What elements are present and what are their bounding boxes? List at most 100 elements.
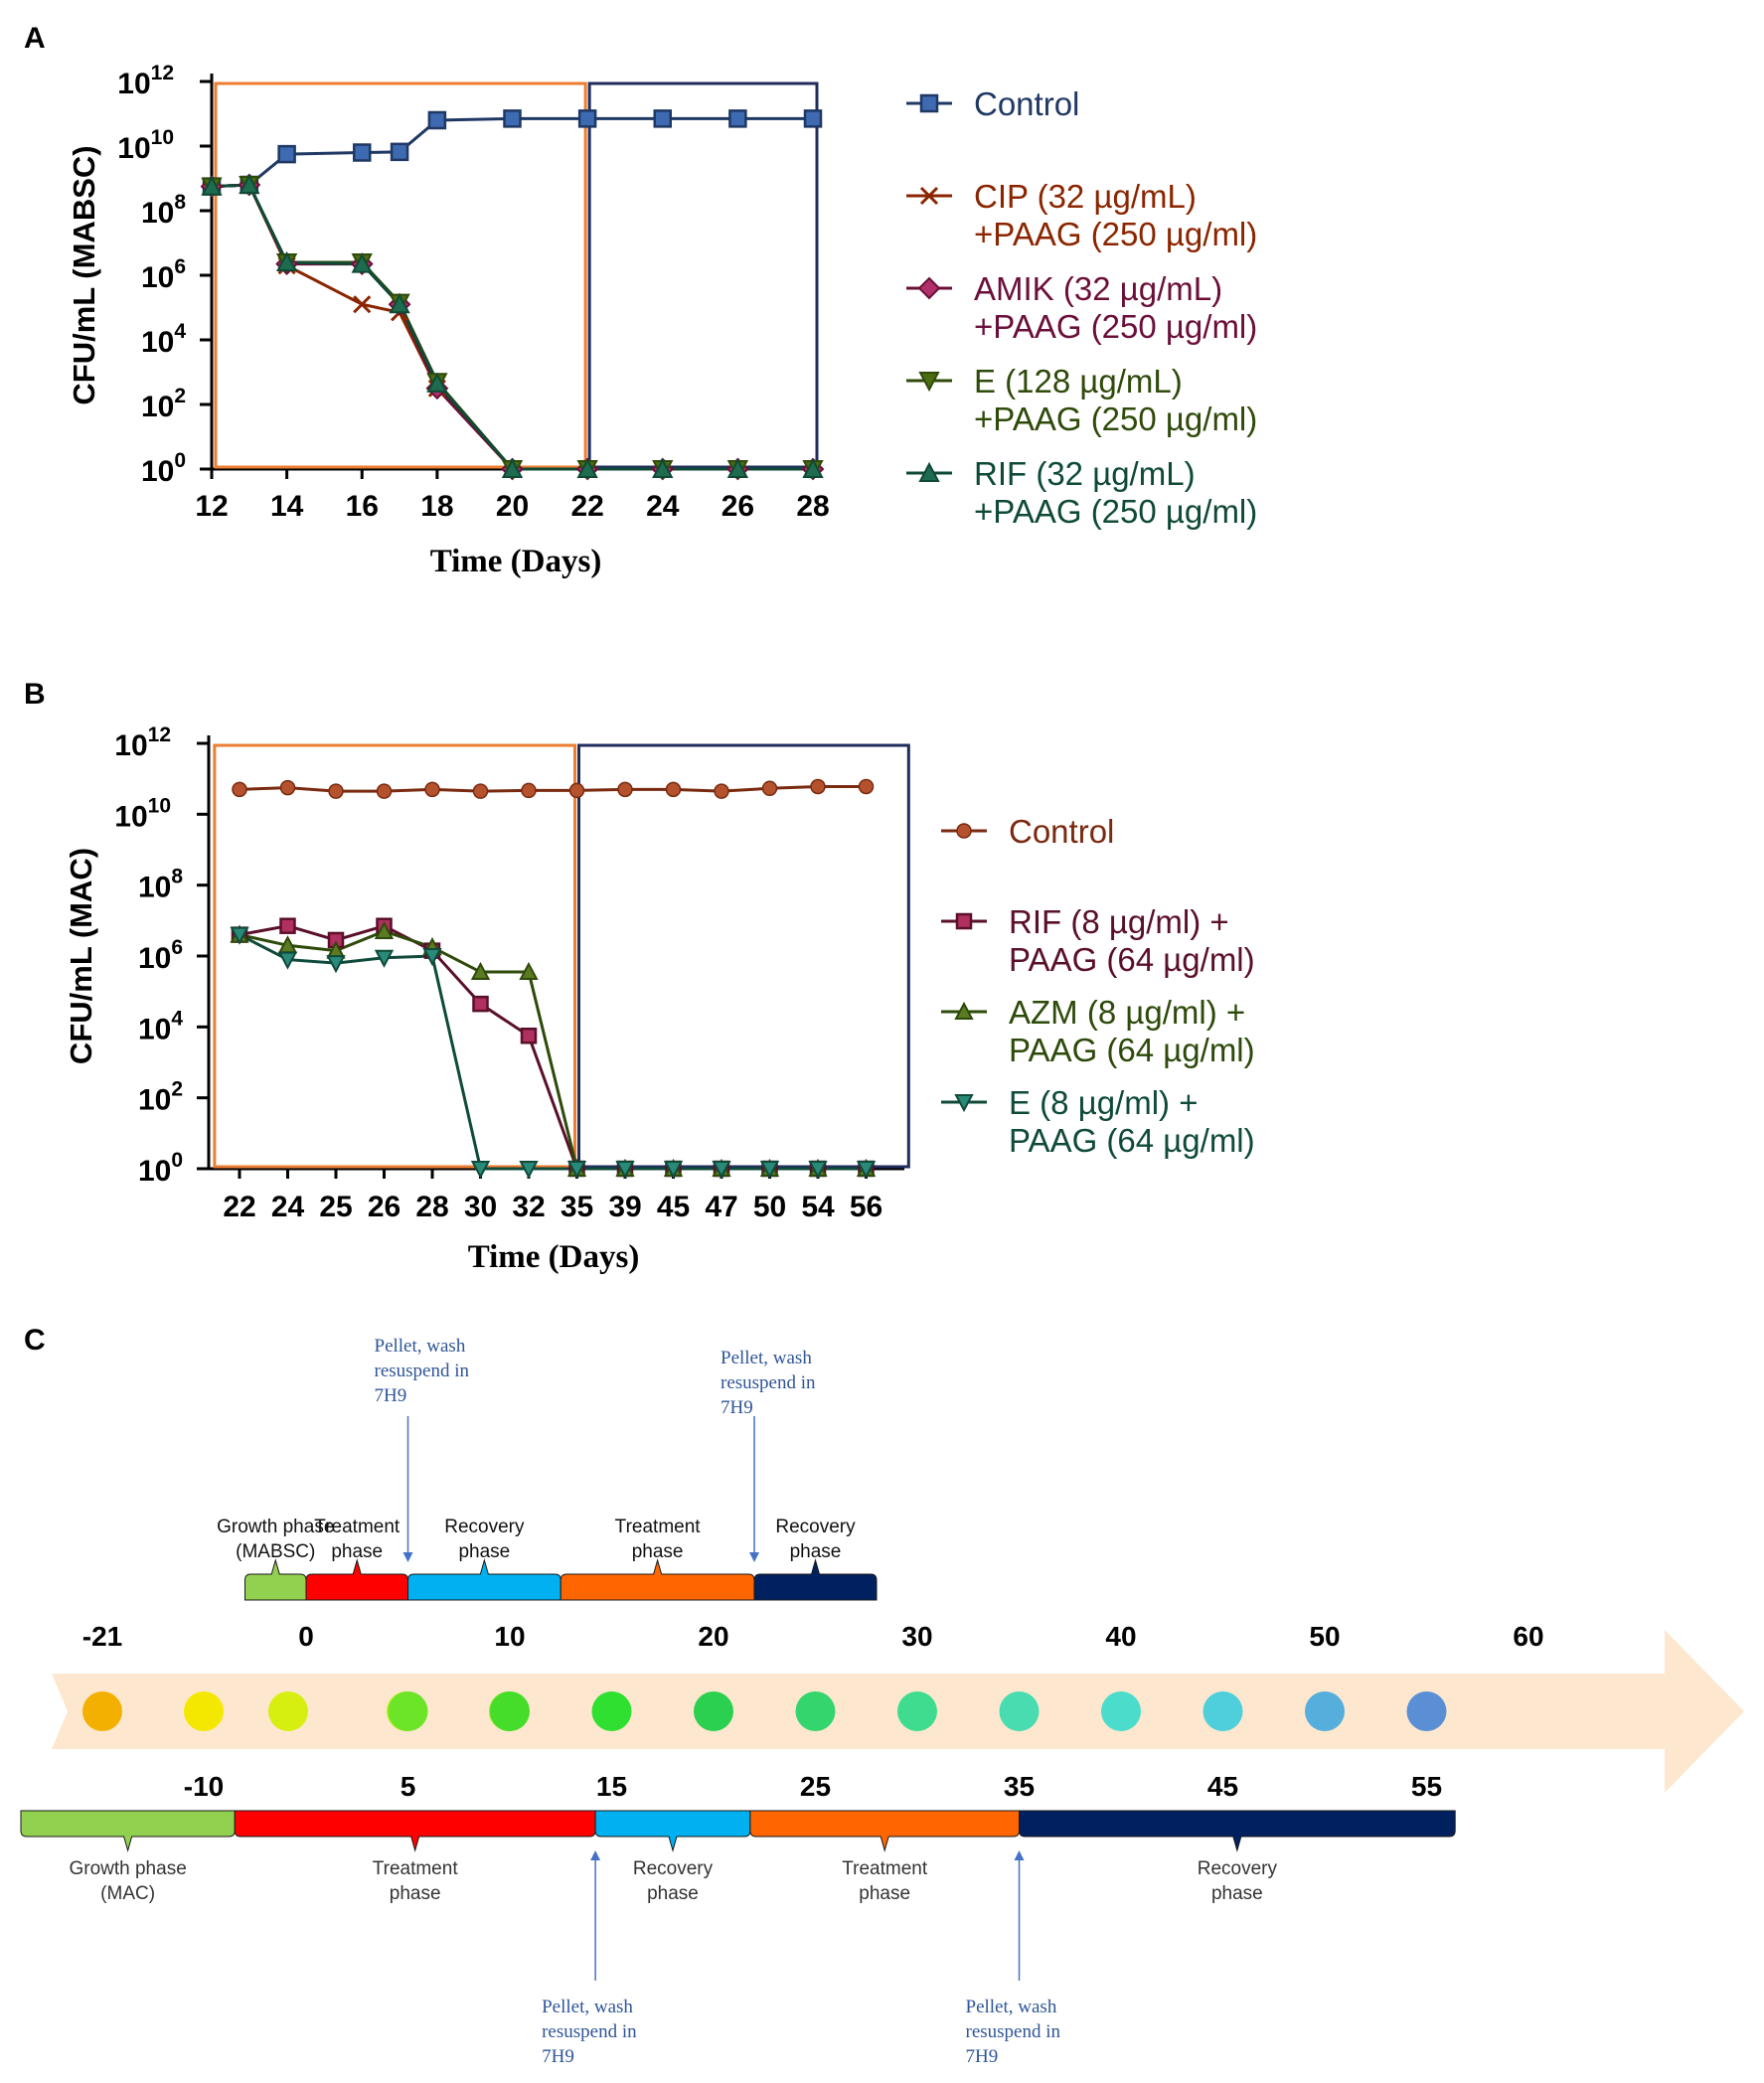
- mac-phase-label: phase: [647, 1883, 699, 1904]
- mac-phase-bar: [1020, 1811, 1456, 1850]
- y-axis-label: CFU/mL (MAC): [64, 848, 98, 1064]
- legend-label: E (128 µg/mL): [974, 363, 1183, 400]
- data-point: [860, 780, 874, 794]
- data-point: [655, 110, 671, 126]
- x-tick-label: 39: [608, 1191, 641, 1223]
- data-point: [763, 781, 777, 795]
- x-tick-label: 54: [801, 1191, 835, 1223]
- legend-label: PAAG (64 µg/ml): [1009, 1122, 1255, 1159]
- legend-label: +PAAG (250 µg/ml): [974, 493, 1257, 530]
- timeline-top-number: 50: [1309, 1621, 1340, 1652]
- timeline-top-number: -21: [82, 1621, 122, 1652]
- mabsc-phase-bar: [245, 1560, 307, 1600]
- legend-label: +PAAG (250 µg/ml): [974, 308, 1257, 345]
- annotation-text: 7H9: [721, 1397, 753, 1418]
- timeline-dot: [1101, 1691, 1141, 1731]
- x-tick-label: 22: [223, 1191, 255, 1223]
- annotation-text: resuspend in: [966, 2021, 1061, 2042]
- legend-label: PAAG (64 µg/ml): [1009, 941, 1255, 978]
- mac-phase-label: Recovery: [1198, 1858, 1278, 1879]
- annotation-text: Pellet, wash: [542, 1997, 633, 2017]
- y-tick-label: 106: [138, 936, 183, 975]
- mac-phase-label: (MAC): [100, 1883, 155, 1904]
- x-tick-label: 30: [464, 1191, 497, 1223]
- x-tick-label: 35: [561, 1191, 593, 1223]
- y-tick-label: 100: [138, 1149, 183, 1188]
- data-point: [579, 110, 595, 126]
- data-point: [281, 781, 295, 795]
- phase-box-recovery: [579, 745, 909, 1167]
- data-point: [378, 784, 392, 798]
- mac-phase-label: phase: [859, 1883, 910, 1904]
- mabsc-phase-label: Recovery: [444, 1517, 525, 1537]
- legend-label: +PAAG (250 µg/ml): [974, 216, 1257, 252]
- legend-marker: [919, 278, 939, 298]
- data-point: [811, 780, 825, 794]
- y-tick-label: 1010: [117, 126, 174, 165]
- timeline-top-number: 10: [494, 1621, 525, 1652]
- mac-phase-bar: [750, 1811, 1020, 1850]
- mabsc-phase-label: (MABSC): [236, 1541, 315, 1562]
- timeline-top-number: 0: [298, 1621, 314, 1652]
- timeline-top-number: 60: [1513, 1621, 1543, 1652]
- data-point: [715, 784, 728, 798]
- timeline-dot: [897, 1691, 937, 1731]
- data-point: [667, 782, 681, 796]
- timeline-top-number: 30: [901, 1621, 932, 1652]
- phase-box-recovery: [589, 83, 817, 467]
- mabsc-phase-label: Treatment: [615, 1517, 702, 1537]
- y-tick-label: 1012: [114, 723, 171, 762]
- mac-phase-label: Treatment: [842, 1858, 928, 1879]
- annotation-arrowhead: [590, 1850, 600, 1860]
- data-point: [522, 783, 536, 797]
- annotation-text: 7H9: [375, 1385, 407, 1406]
- mabsc-phase-label: phase: [632, 1541, 684, 1562]
- timeline-bottom-number: 5: [401, 1771, 416, 1802]
- annotation-text: Pellet, wash: [721, 1348, 812, 1368]
- timeline-top-number: 40: [1105, 1621, 1136, 1652]
- legend-label: RIF (32 µg/mL): [974, 455, 1196, 492]
- data-point: [474, 784, 488, 798]
- timeline-bottom-number: 45: [1207, 1771, 1238, 1802]
- x-tick-label: 16: [346, 490, 379, 523]
- y-tick-label: 106: [141, 255, 186, 294]
- mabsc-phase-bar: [561, 1560, 754, 1600]
- data-point: [805, 110, 821, 126]
- mabsc-phase-label: Treatment: [314, 1517, 401, 1537]
- annotation-text: Pellet, wash: [966, 1997, 1057, 2017]
- legend-marker: [921, 95, 937, 111]
- data-point: [279, 146, 295, 162]
- x-tick-label: 24: [271, 1191, 305, 1223]
- annotation-arrowhead: [403, 1552, 413, 1562]
- figure: A B C 10010210410610810101012CFU/mL (MAB…: [0, 0, 1764, 2083]
- timeline-dot: [490, 1691, 530, 1731]
- y-tick-label: 100: [141, 449, 186, 488]
- mac-phase-label: Growth phase: [69, 1858, 186, 1879]
- annotation-text: resuspend in: [542, 2021, 637, 2042]
- y-tick-label: 104: [141, 320, 186, 359]
- timeline-dot: [1305, 1691, 1345, 1731]
- timeline-dot: [796, 1691, 836, 1731]
- legend-label: CIP (32 µg/mL): [974, 178, 1197, 215]
- x-tick-label: 25: [319, 1191, 352, 1223]
- data-point: [425, 782, 439, 796]
- timeline-dot: [592, 1691, 632, 1731]
- mac-phase-bar: [235, 1811, 595, 1850]
- chart-a: 10010210410610810101012CFU/mL (MABSC)Tim…: [67, 62, 1257, 579]
- x-tick-label: 26: [722, 490, 754, 523]
- timeline-top-number: 20: [698, 1621, 728, 1652]
- series-line-cip: [212, 185, 813, 469]
- series-line-control: [212, 118, 813, 186]
- x-tick-label: 26: [368, 1191, 401, 1223]
- mac-phase-bar: [21, 1811, 235, 1850]
- timeline-dot: [389, 1691, 428, 1731]
- mac-phase-label: Treatment: [373, 1858, 459, 1879]
- timeline-dot: [694, 1691, 733, 1731]
- legend-label: AMIK (32 µg/mL): [974, 270, 1222, 307]
- data-point: [354, 145, 370, 161]
- y-tick-label: 102: [141, 385, 186, 423]
- annotation-text: resuspend in: [375, 1361, 470, 1381]
- data-point: [505, 110, 521, 126]
- x-tick-label: 47: [705, 1191, 737, 1223]
- y-tick-label: 104: [138, 1007, 183, 1045]
